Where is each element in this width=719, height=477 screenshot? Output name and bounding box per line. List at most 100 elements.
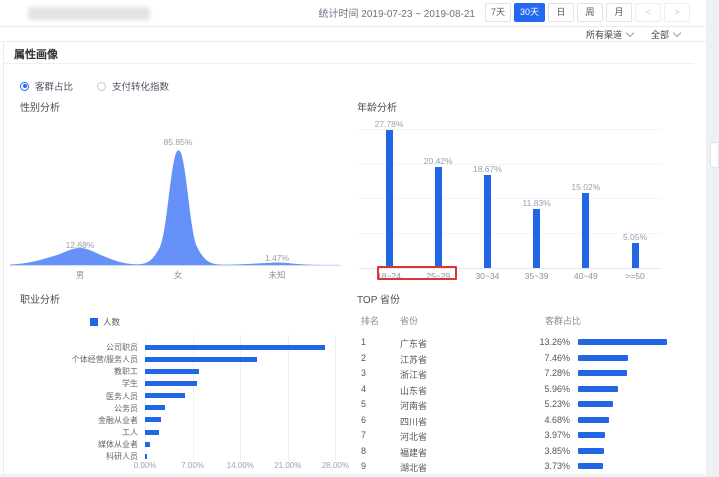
age-value-label: 11.83% <box>522 198 551 209</box>
gender-density-area <box>10 150 340 267</box>
column-header-share: 客群占比 <box>545 316 582 326</box>
legend-swatch-icon <box>90 318 98 326</box>
province-rank: 4 <box>361 383 367 394</box>
occupation-category-label: 教职工 <box>114 367 138 377</box>
occupation-bar <box>145 405 165 411</box>
column-header-rank: 排名 <box>361 316 380 326</box>
age-chart: 27.78% 18~24 20.42% 25~29 18.67% 30~34 11.83% 3… <box>357 112 672 284</box>
age-highlight-box <box>377 266 458 280</box>
occupation-bar <box>145 368 199 374</box>
occupation-bar <box>145 429 159 435</box>
top-toolbar: 统计时间 2019-07-23 ~ 2019-08-21 7天 30天 日 周 … <box>0 0 706 27</box>
province-value: 5.96% <box>544 383 570 394</box>
age-axis-label: 35~39 <box>524 271 549 281</box>
scrollbar-thumb[interactable] <box>710 142 719 168</box>
gender-value-label: 85.85% <box>163 137 193 147</box>
redacted-logo <box>28 7 150 20</box>
age-axis-line <box>359 268 662 269</box>
age-bar <box>483 175 491 268</box>
gender-axis-label: 未知 <box>268 270 286 280</box>
next-page-button[interactable]: > <box>664 3 690 22</box>
province-name: 福建省 <box>400 447 428 458</box>
table-row: 5 河南省 5.23% <box>357 399 709 411</box>
section-divider <box>4 63 694 64</box>
province-bar <box>578 432 605 438</box>
table-row: 8 福建省 3.85% <box>357 446 709 458</box>
gender-value-label: 1.47% <box>264 253 290 263</box>
province-value: 4.68% <box>544 414 570 425</box>
province-bar <box>578 354 629 361</box>
range-7d-button[interactable]: 7天 <box>484 3 511 22</box>
age-bar <box>631 242 639 268</box>
occupation-category-label: 学生 <box>122 379 138 389</box>
occupation-tick-label: 0.00% <box>133 461 157 470</box>
province-rank: 7 <box>361 430 367 440</box>
age-axis-label: 18~24 <box>377 271 401 281</box>
province-name: 四川省 <box>400 416 428 427</box>
age-axis-label: 40~49 <box>573 271 598 281</box>
prev-page-button[interactable]: < <box>635 3 661 22</box>
gender-chart: 12.68% 85.85% 1.47% 男 女 未知 <box>10 112 340 282</box>
occupation-bar <box>145 417 161 423</box>
province-table: 排名 省份 客群占比 1 广东省 13.26% 2 江苏省 7.46% 3 浙江省 7.28% 4… <box>357 308 709 476</box>
table-row: 6 四川省 4.68% <box>357 415 709 427</box>
table-row: 7 河北省 3.97% <box>357 430 709 442</box>
occupation-bar <box>145 356 257 362</box>
age-value-label: 5.05% <box>622 231 648 242</box>
occupation-legend: 人数 <box>90 316 120 328</box>
bottom-edge <box>0 474 706 477</box>
gender-chart-title: 性别分析 <box>20 103 60 114</box>
age-bar <box>582 193 590 268</box>
occupation-tick-label: 28.00% <box>321 461 349 470</box>
radio-selected-icon <box>20 81 29 91</box>
province-name: 浙江省 <box>400 370 428 380</box>
unit-week-button[interactable]: 周 <box>577 3 603 22</box>
table-row: 2 江苏省 7.46% <box>357 353 709 365</box>
radio-label: 支付转化指数 <box>112 82 170 93</box>
province-table-title: TOP 省份 <box>357 295 400 306</box>
unit-month-button[interactable]: 月 <box>606 3 632 22</box>
scrollbar-track[interactable] <box>706 0 719 477</box>
radio-unselected-icon <box>97 81 107 91</box>
gender-axis-label: 女 <box>173 270 183 280</box>
province-rank: 6 <box>361 414 367 425</box>
occupation-tick-label: 21.00% <box>274 461 302 470</box>
radio-label: 客群占比 <box>35 82 74 93</box>
chevron-down-icon <box>672 28 682 37</box>
province-value: 5.23% <box>544 399 570 409</box>
province-name: 河南省 <box>400 401 428 411</box>
age-gridline <box>359 233 662 235</box>
table-row: 3 浙江省 7.28% <box>357 368 709 380</box>
occupation-gridline <box>240 335 242 460</box>
occupation-gridline <box>192 335 194 460</box>
age-axis-label: 30~34 <box>475 271 500 281</box>
province-value: 3.97% <box>544 430 570 440</box>
province-bar <box>578 416 610 423</box>
page-title: 属性画像 <box>14 49 58 61</box>
province-value: 7.46% <box>544 352 570 363</box>
occupation-bar <box>145 441 150 447</box>
age-value-label: 27.78% <box>374 118 404 129</box>
age-gridline <box>359 163 662 165</box>
age-value-label: 15.02% <box>571 182 601 193</box>
scope-dropdown[interactable]: 全部 <box>651 28 682 41</box>
age-value-label: 18.67% <box>472 164 502 175</box>
card-left-border <box>3 41 4 474</box>
occupation-category-label: 金融从业者 <box>98 415 138 425</box>
age-gridline <box>359 198 662 200</box>
filters-cluster: 所有渠道 全部 <box>586 28 682 41</box>
range-30d-button[interactable]: 30天 <box>513 3 545 22</box>
unit-day-button[interactable]: 日 <box>548 3 574 22</box>
radio-option-payment-index[interactable]: 支付转化指数 <box>97 79 169 93</box>
province-bar <box>578 339 667 345</box>
occupation-tick-label: 14.00% <box>226 461 254 470</box>
province-value: 3.73% <box>544 461 570 471</box>
legend-label: 人数 <box>103 317 121 327</box>
channel-dropdown[interactable]: 所有渠道 <box>586 28 635 41</box>
province-bar <box>578 401 614 407</box>
province-value: 13.26% <box>539 337 570 347</box>
age-value-label: 20.42% <box>423 155 453 166</box>
age-bar <box>533 209 541 268</box>
toolbar-right-cluster: 统计时间 2019-07-23 ~ 2019-08-21 7天 30天 日 周 … <box>318 0 690 25</box>
radio-option-customer-share[interactable]: 客群占比 <box>20 79 73 93</box>
